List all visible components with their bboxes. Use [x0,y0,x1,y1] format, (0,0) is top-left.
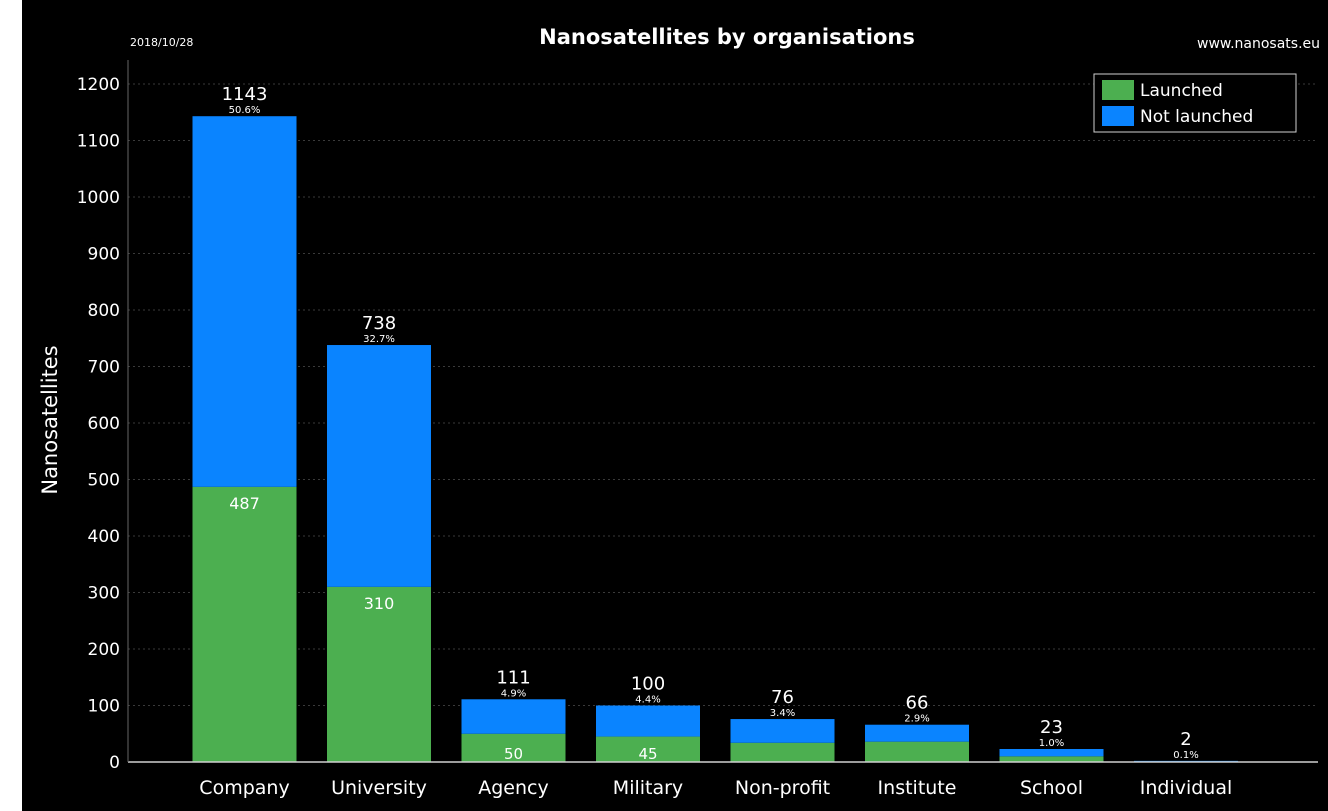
bar-launched-label: 45 [638,745,657,763]
y-axis-label: Nanosatellites [38,345,62,494]
bar-total-label: 1143 [222,84,268,105]
bar-launched [327,586,431,762]
bar-total-label: 76 [771,687,794,708]
bar-percent-label: 50.6% [229,105,261,116]
y-tick-label: 400 [88,527,120,547]
legend: Launched Not launched [1093,73,1297,133]
bar-percent-label: 0.1% [1173,750,1198,761]
y-tick-label: 600 [88,414,120,434]
bar-percent-label: 4.4% [635,695,660,706]
y-tick-label: 700 [88,358,120,378]
y-tick-label: 200 [88,640,120,660]
bar-not-launched [596,705,700,737]
bar-launched [461,733,566,762]
y-tick-label: 1000 [77,188,120,208]
gridlines [128,83,1318,706]
bar-total-label: 738 [362,313,396,334]
bar-percent-label: 3.4% [770,708,795,719]
y-tick-label: 1100 [77,132,120,152]
bar-total-label: 66 [906,693,929,714]
bar-total-label: 111 [496,667,530,688]
bar-launched [865,741,969,762]
bar-percent-label: 4.9% [501,688,526,699]
legend-swatch-not-launched [1102,106,1134,126]
chart-title: Nanosatellites by organisations [539,25,915,49]
x-category-label: Agency [478,777,548,799]
bar-launched-label: 310 [364,594,395,613]
legend-label-not-launched: Not launched [1140,107,1253,127]
bar-not-launched [865,724,969,742]
y-tick-label: 300 [88,584,120,604]
website-label: www.nanosats.eu [1197,36,1320,52]
bars [192,116,1238,762]
bar-launched-label: 487 [229,494,260,513]
legend-swatch-launched [1102,80,1134,100]
date-stamp: 2018/10/28 [130,36,193,49]
x-category-label: University [331,777,427,799]
bar-launched [999,756,1104,762]
y-tick-label: 1200 [77,75,120,95]
bar-not-launched [999,749,1104,757]
y-tick-label: 900 [88,245,120,265]
bar-percent-label: 2.9% [904,714,929,725]
bar-launched-label: 50 [504,745,523,763]
bar-launched [596,736,700,762]
bar-not-launched [327,345,431,587]
bar-launched [192,486,297,762]
axes: 0 100 200 300 400 500 600 700 800 900 1000 1100 1200… [77,60,1318,799]
y-tick-label: 500 [88,471,120,491]
bar-total-label: 100 [631,674,665,695]
y-tick-label: 800 [88,301,120,321]
x-category-label: Non-profit [735,777,830,799]
x-category-label: School [1020,777,1083,799]
bar-not-launched [192,116,297,487]
bar-percent-label: 1.0% [1039,738,1064,749]
bar-not-launched [730,719,835,743]
y-tick-label: 100 [88,697,120,717]
bar-total-label: 2 [1180,729,1191,750]
x-category-label: Institute [878,777,957,799]
x-category-label: Company [199,777,289,799]
legend-label-launched: Launched [1140,81,1223,101]
y-tick-label: 0 [109,753,120,773]
bar-not-launched [461,699,566,734]
bar-launched [730,742,835,762]
x-category-label: Individual [1140,777,1233,799]
x-category-label: Military [613,777,683,799]
bar-total-label: 23 [1040,717,1063,738]
bar-percent-label: 32.7% [363,334,395,345]
